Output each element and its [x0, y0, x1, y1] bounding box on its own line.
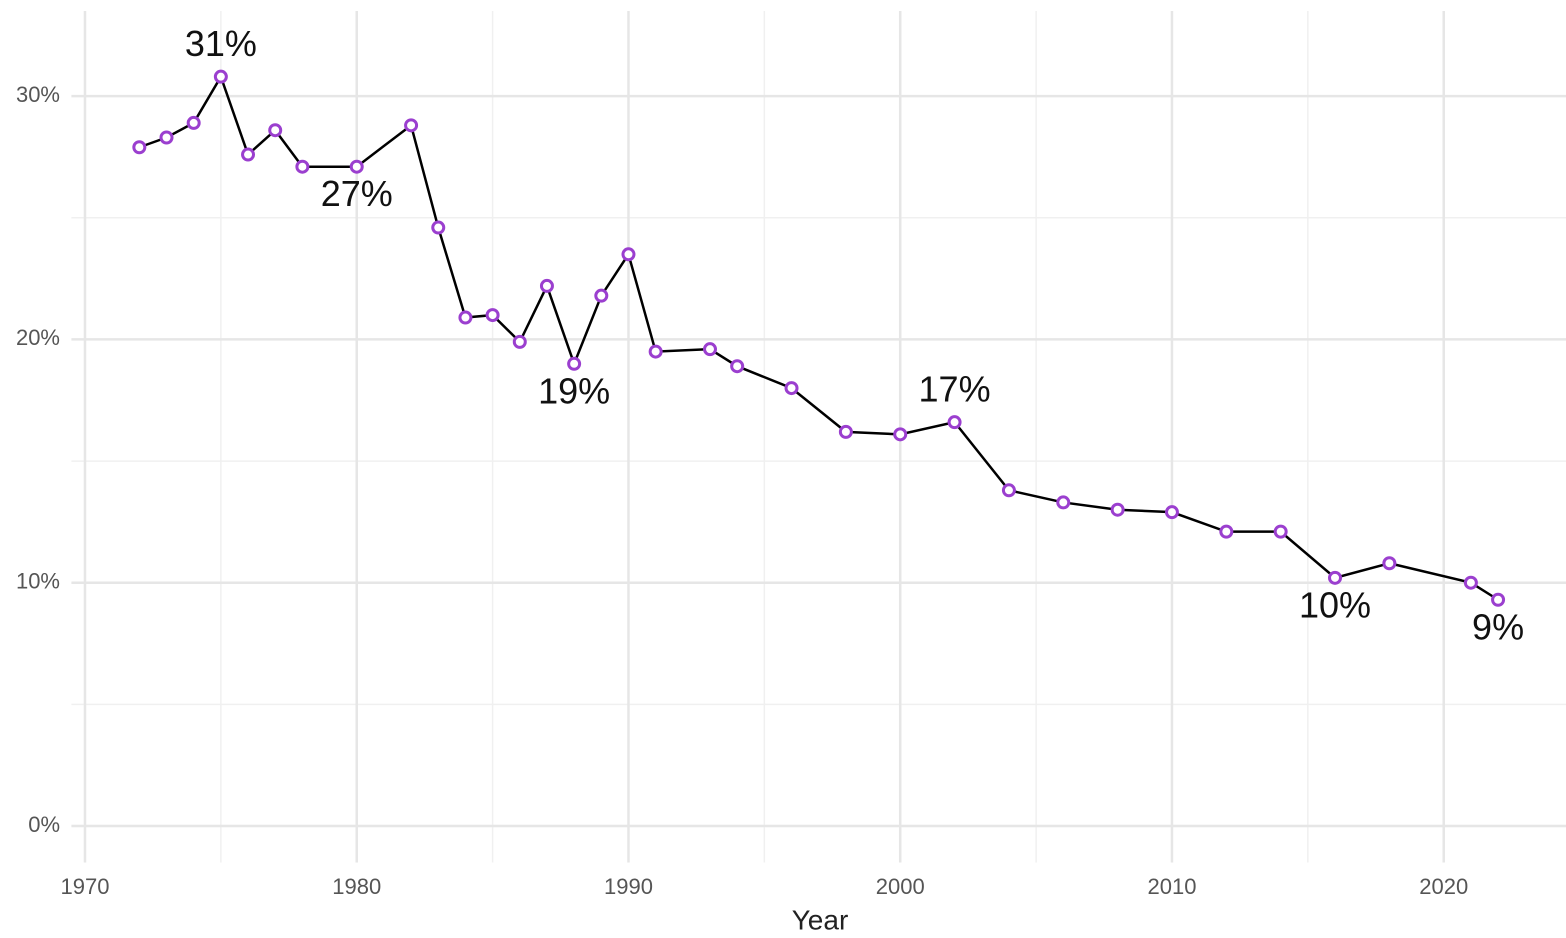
point	[1219, 524, 1234, 539]
point	[349, 159, 364, 174]
data-label: 27%	[321, 173, 393, 214]
point	[730, 359, 745, 374]
x-tick-label: 2020	[1419, 874, 1468, 899]
point	[893, 427, 908, 442]
x-tick-label: 2010	[1147, 874, 1196, 899]
point	[1491, 592, 1506, 607]
y-tick-label: 20%	[16, 325, 60, 350]
data-label: 31%	[185, 23, 257, 64]
point	[703, 342, 718, 357]
point	[1110, 502, 1125, 517]
point	[159, 130, 174, 145]
data-label: 9%	[1472, 606, 1524, 647]
point	[567, 356, 582, 371]
y-tick-label: 10%	[16, 569, 60, 594]
point	[1164, 505, 1179, 520]
point	[1463, 575, 1478, 590]
point	[431, 220, 446, 235]
point	[1001, 483, 1016, 498]
point	[594, 288, 609, 303]
x-axis-label: Year	[792, 904, 849, 935]
point	[132, 140, 147, 155]
data-label: 10%	[1299, 584, 1371, 625]
point	[1273, 524, 1288, 539]
data-label: 19%	[538, 370, 610, 411]
x-tick-label: 1990	[604, 874, 653, 899]
point	[295, 159, 310, 174]
point	[1382, 556, 1397, 571]
y-tick-label: 0%	[28, 812, 60, 837]
point	[186, 115, 201, 130]
point	[648, 344, 663, 359]
point	[621, 247, 636, 262]
x-tick-label: 1980	[332, 874, 381, 899]
point	[213, 69, 228, 84]
x-tick-label: 1970	[61, 874, 110, 899]
y-tick-label: 30%	[16, 82, 60, 107]
point	[838, 424, 853, 439]
point	[1328, 570, 1343, 585]
point	[784, 381, 799, 396]
point	[458, 310, 473, 325]
point	[268, 123, 283, 138]
line	[138, 73, 1499, 601]
point	[512, 334, 527, 349]
point	[404, 118, 419, 133]
x-tick-label: 2000	[876, 874, 925, 899]
data-label: 17%	[919, 369, 991, 410]
point	[539, 278, 554, 293]
point	[947, 415, 962, 430]
point	[485, 308, 500, 323]
point	[241, 147, 256, 162]
point	[1056, 495, 1071, 510]
